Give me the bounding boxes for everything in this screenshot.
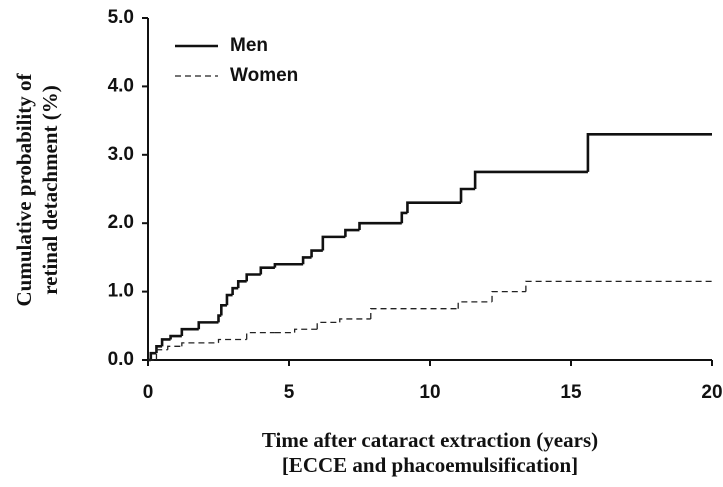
step-segment: [370, 308, 459, 319]
y-tick-label: 4.0: [108, 75, 134, 96]
step-segment: [220, 303, 227, 316]
step-segment: [181, 342, 219, 347]
step-segment: [400, 211, 408, 224]
step-segment: [273, 262, 304, 268]
step-segment: [321, 235, 346, 251]
step-segment: [231, 286, 239, 296]
legend-label: Women: [230, 65, 298, 86]
y-axis-label: Cumulative probability of: [12, 73, 36, 307]
x-tick-label: 20: [701, 382, 722, 403]
x-axis-label: [ECCE and phacoemulsification]: [282, 453, 578, 477]
step-segment: [180, 327, 199, 337]
step-segment: [339, 318, 371, 323]
step-segment: [310, 249, 323, 258]
step-segment: [197, 321, 219, 330]
step-segment: [225, 293, 233, 306]
x-tick-label: 0: [143, 382, 154, 403]
step-segment: [473, 170, 588, 189]
y-tick-label: 5.0: [108, 7, 134, 28]
step-segment: [457, 301, 493, 309]
step-segment: [167, 345, 182, 350]
step-segment: [245, 273, 261, 282]
x-tick-label: 5: [284, 382, 295, 403]
step-segment: [525, 280, 712, 292]
x-tick-label: 15: [560, 382, 582, 403]
step-segment: [236, 280, 247, 289]
step-segment: [459, 187, 476, 203]
step-segment: [160, 338, 171, 347]
step-segment: [217, 338, 247, 343]
step-segment: [293, 328, 318, 333]
step-segment: [259, 266, 275, 275]
step-segment: [406, 201, 462, 213]
x-axis-label: Time after cataract extraction (years): [262, 428, 598, 452]
step-segment: [217, 314, 222, 323]
step-segment: [316, 321, 340, 330]
step-segment: [246, 331, 275, 340]
step-segment: [586, 132, 712, 172]
step-segment: [344, 228, 360, 237]
y-tick-label: 3.0: [108, 144, 134, 165]
legend-label: Men: [230, 35, 268, 56]
step-segment: [155, 349, 168, 360]
y-axis-label: retinal detachment (%): [38, 85, 62, 295]
step-segment: [149, 351, 157, 360]
step-segment: [155, 345, 163, 354]
x-tick-label: 10: [419, 382, 440, 403]
step-segment: [301, 256, 312, 265]
y-tick-label: 2.0: [108, 212, 134, 233]
y-tick-label: 1.0: [108, 281, 134, 302]
step-segment: [491, 290, 526, 302]
step-segment: [169, 334, 182, 340]
y-tick-label: 0.0: [108, 349, 134, 370]
step-segment: [358, 221, 402, 231]
